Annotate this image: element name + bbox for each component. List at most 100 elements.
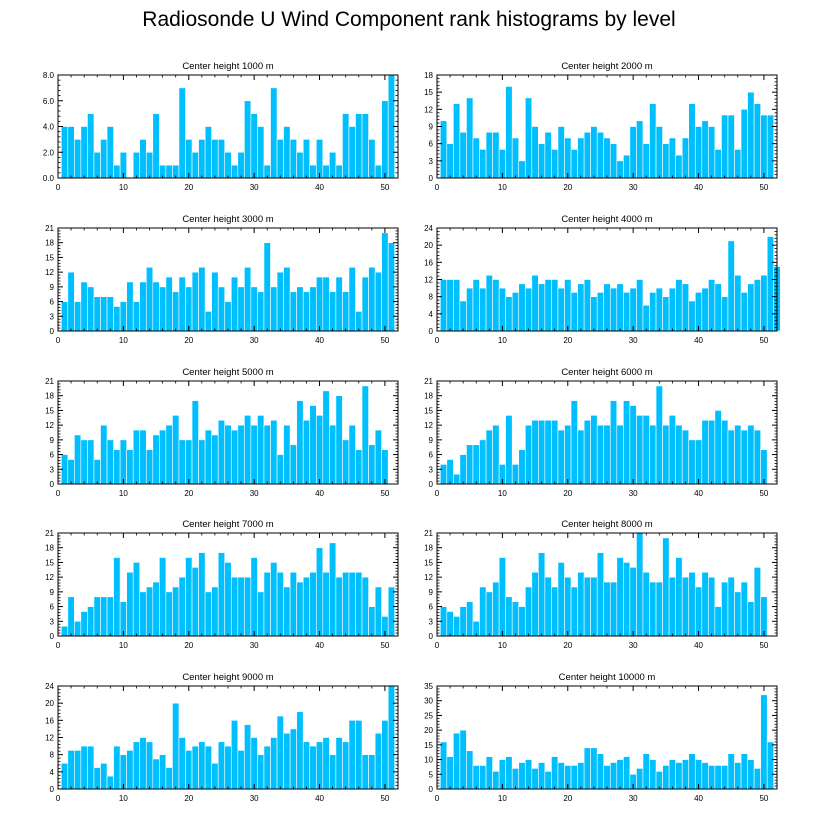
x-tick-label: 40 (315, 336, 324, 345)
histogram-bar (113, 557, 121, 637)
histogram-bar (688, 753, 696, 790)
histogram-bar (87, 745, 95, 790)
histogram-bar (577, 283, 585, 332)
histogram-bar (198, 439, 206, 485)
histogram-bar (623, 756, 631, 790)
histogram-bar (721, 581, 729, 637)
histogram-bar (152, 281, 160, 332)
histogram-bar (446, 279, 454, 332)
histogram-bar (479, 439, 487, 485)
histogram-bar (185, 750, 193, 790)
histogram-bar (472, 765, 480, 790)
histogram-bar (603, 424, 611, 485)
histogram-bar (649, 581, 657, 637)
y-tick-label: 15 (424, 406, 433, 415)
histogram-bar (80, 439, 88, 485)
histogram-bar (577, 429, 585, 485)
x-tick-label: 50 (380, 641, 389, 650)
histogram-bar (381, 449, 389, 485)
histogram-bar (668, 137, 676, 179)
histogram-bar (381, 720, 389, 790)
histogram-bar (603, 283, 611, 332)
histogram-bar (714, 149, 722, 179)
histogram-bar (453, 279, 461, 332)
histogram-bar (132, 429, 141, 485)
histogram-bar (708, 126, 716, 179)
histogram-bar (263, 571, 271, 637)
histogram-bar (250, 557, 258, 637)
histogram-bar (629, 126, 637, 179)
histogram-bar (302, 419, 311, 485)
histogram-bar (570, 292, 578, 332)
histogram-bar (681, 576, 690, 637)
histogram-bar (708, 419, 716, 485)
histogram-bar (446, 143, 454, 179)
y-tick-label: 2.0 (43, 148, 55, 157)
histogram-bar (315, 415, 324, 485)
histogram-bar (466, 750, 474, 790)
histogram-bar (583, 419, 591, 485)
histogram-bar (322, 276, 330, 332)
histogram-bar (329, 151, 337, 179)
y-tick-label: 3 (50, 312, 55, 321)
histogram-bar (322, 390, 330, 485)
histogram-bar (590, 415, 598, 485)
histogram-bar (498, 557, 506, 637)
x-tick-label: 20 (184, 641, 193, 650)
histogram-bar (551, 586, 559, 637)
histogram-bar (224, 301, 232, 332)
histogram-bar (557, 762, 565, 790)
histogram-bar (335, 164, 343, 179)
histogram-bar (668, 415, 676, 485)
histogram-bar (740, 753, 748, 790)
histogram-panel: Center height 10000 m 0 5 10 15 20 25 30 35 0 10 20… (424, 672, 778, 803)
histogram-bar (570, 765, 578, 790)
y-tick-label: 0 (429, 327, 434, 336)
histogram-bar (100, 762, 108, 790)
x-tick-label: 20 (184, 489, 193, 498)
panel-title: Center height 2000 m (561, 61, 652, 72)
y-tick-label: 9 (50, 283, 55, 292)
histogram-bar (453, 616, 461, 637)
histogram-bar (459, 131, 467, 179)
histogram-bar (276, 571, 284, 637)
histogram-bar (152, 758, 160, 790)
histogram-bar (766, 114, 775, 179)
x-tick-label: 0 (56, 336, 61, 345)
histogram-bar (655, 126, 663, 179)
x-tick-label: 30 (250, 336, 259, 345)
histogram-bar (551, 279, 559, 332)
histogram-bar (531, 768, 539, 790)
y-tick-label: 6 (429, 603, 434, 612)
histogram-bar (551, 149, 559, 179)
histogram-bar (309, 571, 317, 637)
histogram-bar (119, 754, 127, 790)
histogram-bar (596, 292, 605, 332)
x-tick-label: 10 (498, 183, 507, 192)
histogram-bar (734, 149, 742, 179)
histogram-bar (74, 620, 82, 637)
histogram-bar (230, 276, 239, 332)
histogram-bar (511, 768, 520, 790)
y-tick-label: 4.0 (43, 123, 55, 132)
histogram-bar (348, 720, 356, 790)
histogram-bar (753, 567, 761, 637)
histogram-bar (681, 429, 690, 485)
histogram-bar (165, 276, 173, 332)
histogram-bar (505, 296, 513, 332)
histogram-bar (119, 439, 127, 485)
y-tick-label: 18 (45, 392, 54, 401)
histogram-bar (564, 137, 572, 179)
histogram-bar (374, 429, 382, 485)
histogram-bar (237, 576, 245, 637)
histogram-bar (198, 552, 206, 637)
x-tick-label: 10 (498, 794, 507, 803)
histogram-bar (67, 459, 75, 485)
histogram-bar (662, 296, 670, 332)
y-tick-label: 12 (45, 573, 54, 582)
histogram-bar (459, 729, 467, 790)
y-tick-label: 18 (424, 544, 433, 553)
histogram-bar (596, 424, 605, 485)
histogram-bar (172, 586, 180, 637)
histogram-bar (636, 768, 644, 790)
